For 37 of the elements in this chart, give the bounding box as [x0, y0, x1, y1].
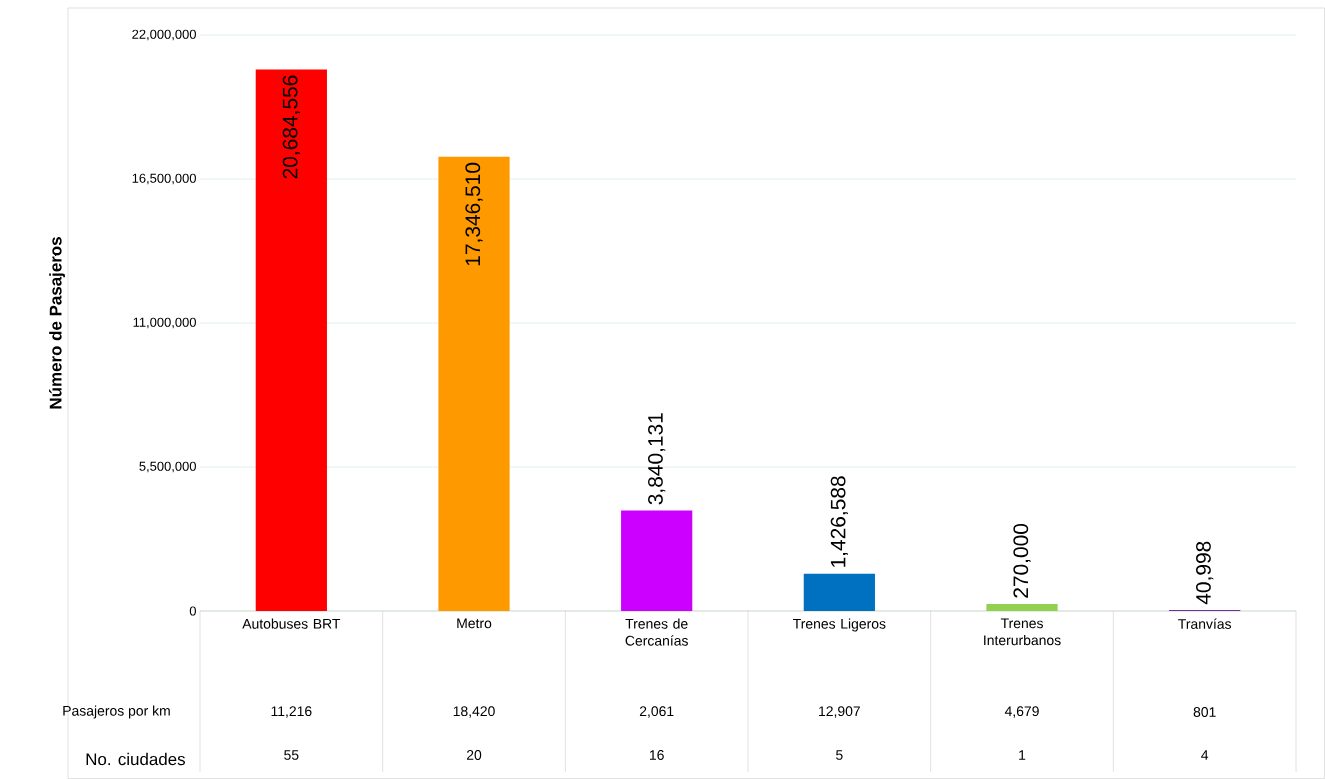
bar: [803, 573, 875, 611]
data-label: 20,684,556: [282, 75, 300, 179]
y-tick-label: 0: [189, 606, 196, 616]
x-tick-label: Autobuses BRT: [242, 618, 341, 629]
bar: [438, 156, 510, 611]
bar: [986, 603, 1058, 611]
text: 5: [836, 750, 843, 760]
text: 20: [466, 750, 482, 760]
text: 4,679: [1004, 706, 1039, 718]
text: 12,907: [819, 706, 860, 718]
x-tick-label: Tranvías: [1178, 618, 1232, 629]
data-label: 40,998: [1196, 541, 1214, 605]
x-tick-label: Trenes de Cercanías: [625, 618, 688, 646]
x-tick-label: Trenes Ligeros: [793, 618, 886, 632]
bar: [255, 69, 327, 611]
y-tick-label: 11,000,000: [133, 317, 196, 329]
x-tick-label: Trenes Interurbanos: [984, 618, 1061, 646]
text: 801: [1193, 707, 1216, 717]
data-label: 17,346,510: [465, 162, 483, 266]
data-label: 270,000: [1013, 523, 1031, 598]
text: Pasajeros por km: [63, 705, 170, 719]
text: 1: [1019, 750, 1026, 760]
text: 11,216: [271, 706, 312, 718]
text: No. ciudades: [86, 752, 185, 766]
y-tick-label: 16,500,000: [132, 173, 196, 185]
text: 16: [649, 750, 664, 760]
text: 18,420: [453, 706, 495, 718]
y-tick-label: 5,500,000: [139, 461, 196, 473]
y-tick-label: 22,000,000: [132, 29, 196, 41]
text: 2,061: [639, 706, 674, 718]
bar: [621, 510, 693, 611]
text: 55: [284, 750, 299, 760]
data-label: 1,426,588: [830, 476, 848, 567]
data-label: 3,840,131: [648, 413, 666, 505]
text: 4: [1201, 750, 1209, 760]
x-tick-label: Metro: [457, 618, 492, 629]
y-axis-title: Número de Pasajeros: [49, 237, 65, 409]
